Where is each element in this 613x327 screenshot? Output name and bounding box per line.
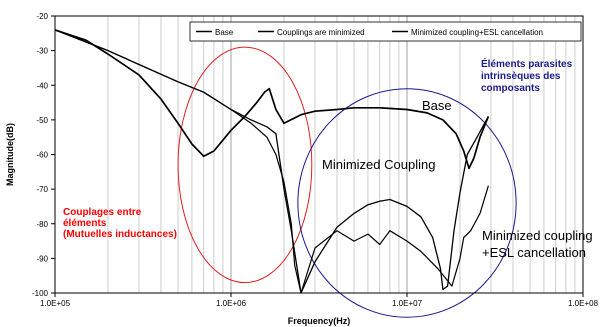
annotation-minimized-coupling: Minimized Coupling [322,157,435,172]
annotation-base: Base [422,98,452,113]
y-tick-labels: -100 -90 -80 -70 -60 -50 -40 -30 -20 [32,12,55,298]
annotation-couplages: Couplages entre éléments (Mutuelles induct… [63,207,177,240]
annotation-elements-parasites: Éléments parasites intrinsèques des compos… [481,57,573,94]
annotations: Base Minimized Coupling Minimized coupling… [63,57,593,260]
y-tick-label: -70 [36,185,48,194]
series-lines [54,29,490,294]
series-line-3 [54,29,489,294]
y-tick-label: -20 [36,12,48,21]
x-tick-labels: 1.0E+05 1.0E+06 1.0E+07 1.0E+08 [40,293,599,308]
y-tick-label: -100 [32,289,49,298]
y-tick-label: -90 [36,254,48,263]
legend-box [189,21,582,42]
legend-entry: Base [215,28,234,37]
legend-entry: Couplings are minimized [277,28,365,37]
x-axis-label: Frequency(Hz) [288,316,351,326]
highlight-ellipses [177,46,517,318]
legend-entry: Minimized coupling+ESL cancellation [411,28,543,37]
y-tick-label: -60 [36,151,48,160]
y-tick-label: -50 [36,116,48,125]
x-tick-label: 1.0E+07 [392,299,423,308]
highlight-ellipse-1 [177,46,313,284]
annotation-esl-cancellation: Minimized coupling +ESL cancellation [482,228,593,260]
y-tick-label: -40 [36,81,48,90]
series-line-1 [54,29,490,170]
x-tick-label: 1.0E+05 [40,299,71,308]
y-axis-label: Magnitude(dB) [5,123,15,186]
x-tick-label: 1.0E+06 [216,299,247,308]
highlight-ellipse-2 [297,88,517,318]
y-tick-label: -80 [36,220,48,229]
minor-grid [107,16,576,293]
legend: Base Couplings are minimized Minimized cou… [189,21,582,42]
y-tick-label: -30 [36,47,48,56]
x-tick-label: 1.0E+08 [568,299,599,308]
